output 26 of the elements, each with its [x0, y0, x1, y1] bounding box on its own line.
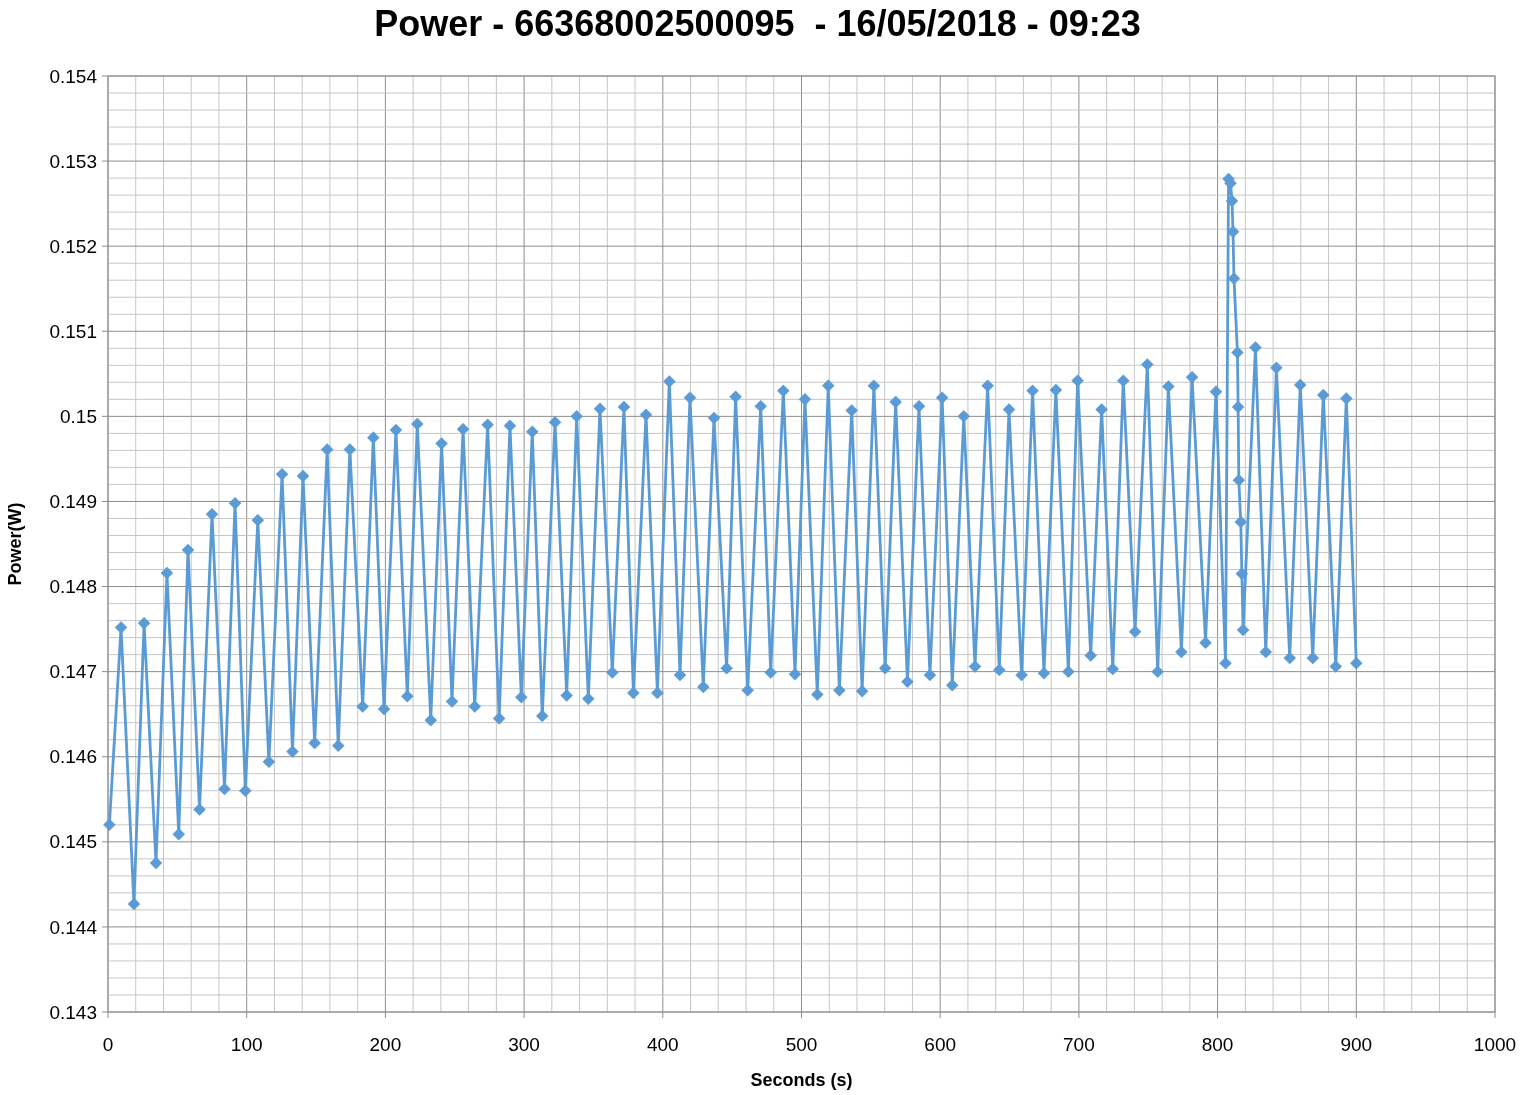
- x-tick-label: 900: [1340, 1034, 1373, 1055]
- x-tick-label: 200: [369, 1034, 402, 1055]
- y-tick-label: 0.146: [49, 746, 97, 768]
- x-tick-label: 100: [230, 1034, 263, 1055]
- x-tick-label: 400: [646, 1034, 679, 1055]
- x-tick-label: 0: [102, 1034, 114, 1055]
- y-tick-label: 0.153: [49, 150, 97, 172]
- x-tick-label: 700: [1063, 1034, 1095, 1055]
- y-tick-label: 0.144: [49, 916, 98, 938]
- x-axis-title: Seconds (s): [750, 1070, 853, 1090]
- chart-title: Power - 66368002500095 - 16/05/2018 - 09:23: [374, 3, 1141, 44]
- x-tick-label: 1000: [1473, 1034, 1517, 1055]
- y-tick-label: 0.148: [49, 576, 97, 598]
- x-tick-label: 600: [924, 1034, 957, 1055]
- y-axis-title: Power(W): [5, 502, 25, 586]
- y-tick-label: 0.147: [49, 661, 97, 683]
- y-tick-label: 0.149: [49, 491, 97, 513]
- y-tick-label: 0.143: [49, 1001, 97, 1023]
- x-tick-label: 500: [785, 1034, 818, 1055]
- x-tick-label: 800: [1201, 1034, 1234, 1055]
- y-tick-label: 0.154: [49, 65, 98, 87]
- y-tick-label: 0.15: [60, 406, 97, 428]
- x-tick-label: 300: [508, 1034, 540, 1055]
- y-tick-label: 0.151: [49, 320, 97, 342]
- y-tick-label: 0.145: [49, 831, 97, 853]
- y-tick-label: 0.152: [49, 235, 97, 257]
